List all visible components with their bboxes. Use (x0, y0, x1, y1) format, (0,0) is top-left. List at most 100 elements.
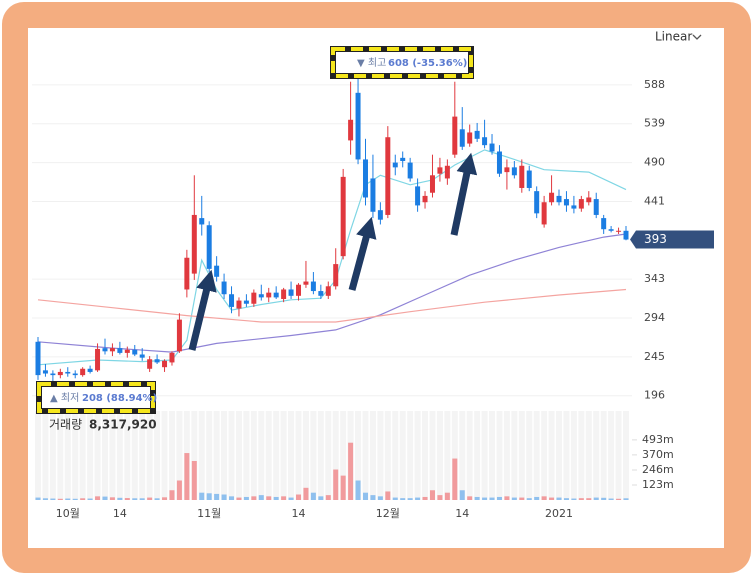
candle-body (422, 195, 428, 203)
volume-bar (355, 480, 361, 500)
volume-bar (459, 490, 465, 500)
volume-slot (101, 411, 108, 500)
candle-body (556, 195, 562, 203)
volume-slot (474, 411, 481, 500)
volume-bar (176, 480, 182, 500)
candle-body (333, 264, 339, 287)
candle-body (474, 130, 480, 139)
volume-slot (541, 411, 548, 500)
candle-body (355, 92, 361, 160)
volume-bar (586, 498, 592, 500)
candle-body (549, 192, 555, 203)
volume-bar (348, 442, 354, 500)
volume-bar (281, 496, 287, 500)
volume-slot (79, 411, 86, 500)
volume-slot (600, 411, 607, 500)
volume-slot (273, 411, 280, 500)
volume-tick-label: 123m (642, 478, 674, 491)
volume-slot (377, 411, 384, 500)
volume-slot (615, 411, 622, 500)
volume-bar (117, 497, 123, 500)
arrows (188, 152, 478, 351)
volume-bar (571, 498, 577, 500)
volume-slot (280, 411, 287, 500)
volume-slot (466, 411, 473, 500)
volume-slot (511, 411, 518, 500)
candle-body (444, 165, 450, 179)
volume-slot (243, 411, 250, 500)
candle-body (162, 360, 168, 368)
y-tick-label: 294 (644, 311, 665, 324)
volume-slot (556, 411, 563, 500)
x-tick-label: 14 (455, 507, 469, 520)
volume-slot (191, 411, 198, 500)
volume-bar (467, 496, 473, 500)
volume-tick-label: 493m (642, 433, 674, 446)
volume-slot (496, 411, 503, 500)
volume-bar (65, 498, 71, 500)
volume-slot (94, 411, 101, 500)
scale-menu-label[interactable]: Linear (655, 30, 692, 44)
volume-bar (42, 498, 48, 500)
volume-bar (437, 495, 443, 500)
candle-body (563, 199, 569, 206)
volume-slot (124, 411, 131, 500)
volume-slot (325, 411, 332, 500)
chevron (692, 34, 702, 40)
volume-slot (332, 411, 339, 500)
candle-body (176, 319, 182, 352)
y-tick-label: 343 (644, 272, 665, 285)
candle-body (147, 359, 153, 369)
volume-slot (518, 411, 525, 500)
volume-bar (214, 493, 220, 500)
x-tick-label: 14 (113, 507, 127, 520)
volume-bar (377, 496, 383, 500)
volume-bar (601, 497, 607, 500)
volume-slot (206, 411, 213, 500)
volume-slot (139, 411, 146, 500)
volume-bar (258, 495, 264, 500)
volume-slot (503, 411, 510, 500)
candle-body (266, 292, 272, 298)
candle-body (392, 162, 398, 168)
volume-slot (35, 411, 41, 500)
volume-bar (623, 498, 629, 500)
candle-body (452, 116, 458, 155)
volume-slot (384, 411, 391, 500)
volume-bar (57, 498, 63, 500)
volume-bar (541, 496, 547, 500)
volume-bar (407, 498, 413, 500)
volume-bar (243, 496, 249, 500)
volume-slot (42, 411, 49, 500)
candle-body (139, 354, 145, 358)
volume-bar (452, 458, 458, 500)
volume-bar (415, 497, 421, 500)
candle-body (340, 176, 346, 257)
arrow (450, 152, 478, 236)
candle-body (415, 186, 421, 206)
volume-slot (593, 411, 600, 500)
candle-body (534, 191, 540, 214)
volume-slot (87, 411, 94, 500)
volume-bar (392, 497, 398, 500)
volume-slot (429, 411, 436, 500)
scale-menu[interactable]: Linear (655, 30, 702, 44)
y-tick-label: 196 (644, 389, 665, 402)
volume-slot (198, 411, 205, 500)
volume-bar (273, 496, 279, 500)
volume-bar (616, 498, 622, 500)
volume-slot (548, 411, 555, 500)
volume-bar (526, 498, 532, 500)
candle-body (288, 289, 294, 296)
x-tick-label: 10월 (56, 507, 80, 520)
volume-slot (436, 411, 443, 500)
candle-body (251, 292, 257, 304)
volume-bar (50, 498, 56, 500)
volume-bar (534, 496, 540, 500)
volume-bar (251, 496, 257, 500)
volume-slot (154, 411, 161, 500)
volume-bar (422, 496, 428, 500)
volume-bar (169, 490, 175, 500)
annotation-value: 208 (88.94%) (82, 393, 157, 404)
volume-slot (570, 411, 577, 500)
